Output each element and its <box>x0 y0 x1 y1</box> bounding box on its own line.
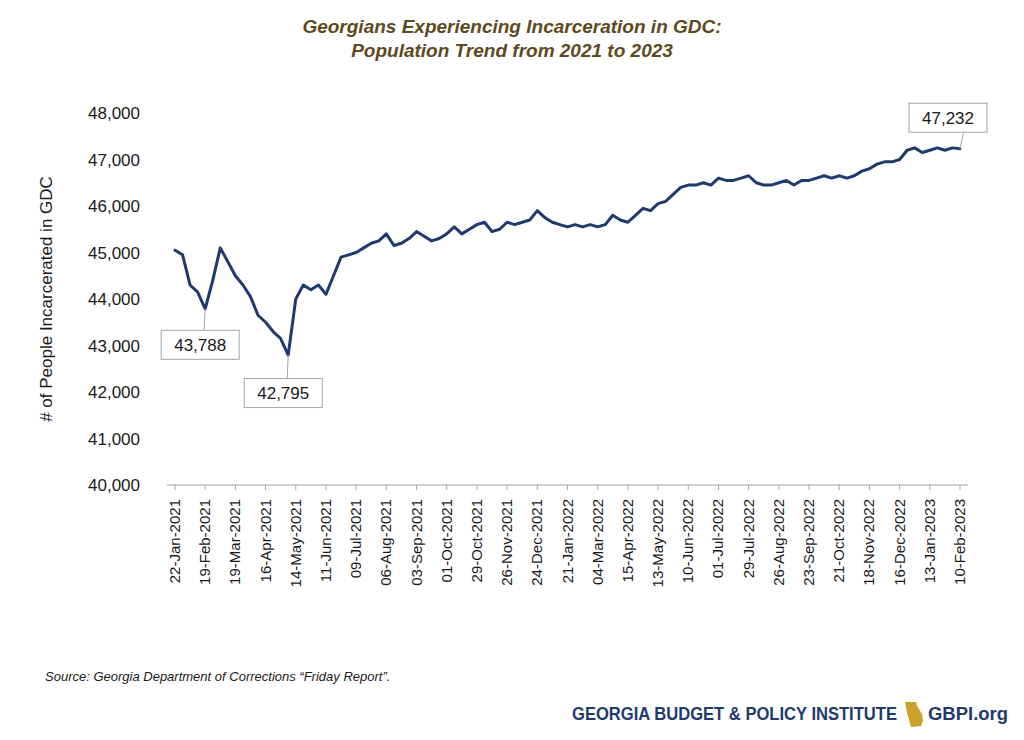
x-tick-label: 01-Jul-2022 <box>709 499 726 578</box>
annotation-leader <box>204 309 205 331</box>
x-tick-label: 11-Jun-2021 <box>317 499 334 582</box>
x-tick <box>718 485 719 490</box>
x-tick <box>899 485 900 490</box>
y-tick-label: 40,000 <box>88 476 140 495</box>
annotation-label: 47,232 <box>922 109 974 128</box>
x-tick <box>235 485 236 490</box>
y-tick-label: 47,000 <box>88 151 140 170</box>
x-tick <box>929 485 930 490</box>
x-tick <box>416 485 417 490</box>
chart-title: Georgians Experiencing Incarceration in … <box>302 16 721 37</box>
x-tick <box>325 485 326 490</box>
y-tick-label: 41,000 <box>88 430 140 449</box>
annotation-box <box>161 330 239 359</box>
x-tick <box>537 485 538 490</box>
x-tick-label: 15-Apr-2022 <box>619 499 636 582</box>
x-tick-label: 19-Feb-2021 <box>196 499 213 585</box>
trend-line <box>175 148 960 355</box>
x-tick-label: 13-Jan-2023 <box>921 499 938 583</box>
chart-root: Georgians Experiencing Incarceration in … <box>0 0 1024 740</box>
annotation: 47,232 <box>909 103 987 149</box>
x-tick-label: 29-Jul-2022 <box>740 499 757 578</box>
y-tick-label: 45,000 <box>88 244 140 263</box>
x-tick <box>507 485 508 490</box>
x-tick <box>446 485 447 490</box>
annotation: 43,788 <box>161 309 239 360</box>
footer-url: GBPI.org <box>928 704 1008 724</box>
annotation-leader <box>960 132 964 149</box>
x-tick <box>265 485 266 490</box>
x-tick <box>869 485 870 490</box>
x-tick-label: 03-Sep-2021 <box>408 499 425 586</box>
x-tick-label: 23-Sep-2022 <box>800 499 817 586</box>
x-tick-label: 22-Jan-2021 <box>166 499 183 583</box>
y-tick-label: 43,000 <box>88 337 140 356</box>
x-tick <box>688 485 689 490</box>
x-tick-label: 29-Oct-2021 <box>468 499 485 582</box>
x-tick-label: 01-Oct-2021 <box>438 499 455 582</box>
x-tick-label: 18-Nov-2022 <box>860 499 877 586</box>
georgia-icon <box>905 702 923 727</box>
annotation-label: 42,795 <box>257 384 309 403</box>
annotation-box <box>909 103 987 132</box>
x-tick <box>295 485 296 490</box>
x-tick-label: 13-May-2022 <box>649 499 666 587</box>
x-tick-label: 21-Jan-2022 <box>559 499 576 583</box>
y-tick-label: 48,000 <box>88 104 140 123</box>
x-tick-label: 14-May-2021 <box>287 499 304 587</box>
x-tick <box>597 485 598 490</box>
x-tick <box>175 485 176 490</box>
x-tick <box>748 485 749 490</box>
footer-org: GEORGIA BUDGET & POLICY INSTITUTE <box>572 704 897 724</box>
x-tick-label: 26-Aug-2022 <box>770 499 787 586</box>
x-tick-label: 09-Jul-2021 <box>347 499 364 578</box>
x-tick-label: 16-Apr-2021 <box>257 499 274 582</box>
x-tick <box>960 485 961 490</box>
x-tick-label: 04-Mar-2022 <box>589 499 606 585</box>
x-tick <box>567 485 568 490</box>
x-tick <box>658 485 659 490</box>
x-tick <box>809 485 810 490</box>
y-tick-label: 42,000 <box>88 383 140 402</box>
annotation: 42,795 <box>244 355 322 408</box>
x-tick-label: 26-Nov-2021 <box>498 499 515 586</box>
x-tick <box>476 485 477 490</box>
annotation-label: 43,788 <box>174 336 226 355</box>
y-axis-label: # of People Incarcerated in GDC <box>37 176 56 422</box>
x-tick <box>205 485 206 490</box>
x-tick <box>627 485 628 490</box>
chart-title: Population Trend from 2021 to 2023 <box>351 40 673 61</box>
x-tick <box>386 485 387 490</box>
x-tick-label: 06-Aug-2021 <box>377 499 394 586</box>
x-tick-label: 10-Feb-2023 <box>951 499 968 585</box>
x-tick-label: 24-Dec-2021 <box>528 499 545 586</box>
x-tick-label: 19-Mar-2021 <box>226 499 243 585</box>
y-tick-label: 44,000 <box>88 290 140 309</box>
plot-area <box>175 148 960 355</box>
source-note: Source: Georgia Department of Correction… <box>45 669 390 684</box>
x-tick <box>778 485 779 490</box>
annotation-leader <box>287 355 288 379</box>
x-tick-label: 21-Oct-2022 <box>830 499 847 582</box>
y-tick-label: 46,000 <box>88 197 140 216</box>
x-tick <box>839 485 840 490</box>
x-tick <box>356 485 357 490</box>
x-tick-label: 10-Jun-2022 <box>679 499 696 583</box>
x-tick-label: 16-Dec-2022 <box>891 499 908 586</box>
annotation-box <box>244 379 322 408</box>
